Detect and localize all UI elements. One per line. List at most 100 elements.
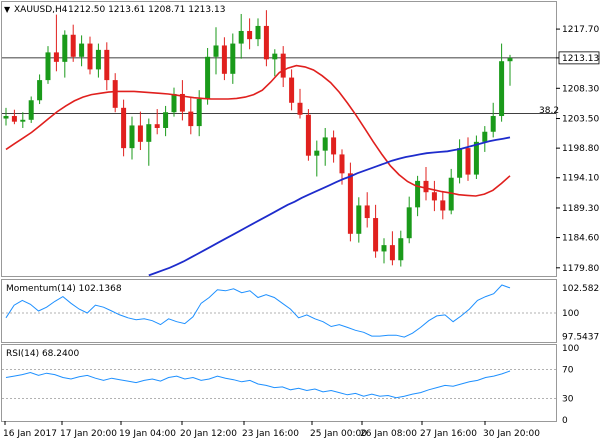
moving-averages-layer bbox=[5, 64, 511, 277]
price-tick-label: 1189.30 bbox=[562, 204, 599, 214]
candle-body bbox=[465, 148, 471, 175]
candle-body bbox=[389, 245, 395, 261]
candle-body bbox=[448, 177, 454, 211]
symbol-label: XAUUSD,H4 bbox=[14, 5, 68, 15]
axes-layer: 1217.70 1213.13 1208.30 1203.50 1198.80 1194.… bbox=[3, 25, 600, 439]
momentum-tick-label: 102.5828 bbox=[562, 284, 600, 294]
price-tick-label: 1208.30 bbox=[562, 84, 599, 94]
time-tick-label: 20 Jan 12:00 bbox=[180, 429, 237, 439]
candle-body bbox=[104, 49, 110, 81]
sma-fast-line bbox=[5, 64, 511, 197]
candle-body bbox=[45, 52, 51, 81]
price-tick-label: 1217.70 bbox=[562, 25, 599, 35]
candle-body bbox=[53, 52, 59, 62]
candle-body bbox=[457, 148, 463, 178]
momentum-tick-label: 97.5437 bbox=[562, 333, 599, 343]
candle-body bbox=[121, 107, 127, 149]
candle-body bbox=[381, 245, 387, 252]
candle-body bbox=[406, 207, 412, 239]
candle-body bbox=[305, 114, 311, 156]
candle-body bbox=[146, 124, 152, 142]
candle-body bbox=[171, 93, 177, 113]
rsi-line bbox=[5, 370, 511, 399]
candle-body bbox=[230, 43, 236, 74]
candle-body bbox=[499, 61, 505, 117]
candle-body bbox=[415, 180, 421, 208]
candle-body bbox=[205, 56, 211, 100]
chart-arrow-icon: ▼ bbox=[4, 5, 11, 14]
candle-body bbox=[507, 58, 513, 62]
candle-body bbox=[3, 116, 9, 119]
ohlc-values: 1212.50 1213.61 1208.71 1213.13 bbox=[68, 5, 225, 15]
candle-body bbox=[423, 180, 429, 193]
sma-slow-line bbox=[148, 136, 511, 277]
time-tick-label: 27 Jan 16:00 bbox=[420, 429, 477, 439]
time-tick-label: 23 Jan 16:00 bbox=[242, 429, 299, 439]
candle-body bbox=[196, 99, 202, 127]
price-tick-label: 1179.80 bbox=[562, 264, 599, 274]
oscillators-layer bbox=[2, 284, 556, 399]
candle-body bbox=[263, 25, 269, 60]
candle-body bbox=[473, 141, 479, 175]
candle-body bbox=[347, 173, 353, 234]
candle-body bbox=[87, 43, 93, 70]
candle-body bbox=[398, 238, 404, 261]
candle-body bbox=[11, 116, 17, 122]
rsi-tick-label: 0 bbox=[562, 416, 568, 426]
candle-body bbox=[62, 34, 68, 62]
candle-body bbox=[331, 137, 337, 155]
time-tick-label: 17 Jan 20:00 bbox=[60, 429, 117, 439]
price-tick-label: 1198.80 bbox=[562, 144, 599, 154]
momentum-tick-label: 100 bbox=[562, 309, 579, 319]
main-panel bbox=[1, 1, 557, 277]
candle-body bbox=[179, 93, 185, 112]
candle-body bbox=[356, 205, 362, 234]
price-tick-label: 1203.50 bbox=[562, 115, 599, 125]
candle-body bbox=[70, 34, 76, 57]
candle-body bbox=[188, 111, 194, 127]
candle-body bbox=[112, 80, 118, 108]
candle-body bbox=[373, 218, 379, 252]
momentum-line bbox=[5, 284, 511, 338]
candle-body bbox=[247, 30, 253, 40]
rsi-tick-label: 30 bbox=[562, 394, 574, 404]
price-tick-label: 1213.13 bbox=[562, 54, 599, 64]
time-tick-label: 30 Jan 20:00 bbox=[483, 429, 540, 439]
candle-body bbox=[322, 137, 328, 151]
time-tick-label: 25 Jan 00:00 bbox=[310, 429, 367, 439]
rsi-title: RSI(14) 68.2400 bbox=[6, 349, 79, 359]
fib-label: 38.2 bbox=[539, 106, 559, 116]
time-tick-label: 26 Jan 08:00 bbox=[360, 429, 417, 439]
candle-body bbox=[314, 150, 320, 156]
candle-body bbox=[221, 45, 227, 74]
momentum-title: Momentum(14) 102.1368 bbox=[6, 284, 122, 294]
candle-body bbox=[79, 43, 85, 57]
price-tick-label: 1184.60 bbox=[562, 234, 599, 244]
time-tick-label: 16 Jan 2017 bbox=[3, 429, 57, 439]
time-tick-label: 19 Jan 04:00 bbox=[119, 429, 176, 439]
candle-body bbox=[95, 49, 101, 70]
candle-body bbox=[482, 131, 488, 142]
candle-body bbox=[440, 200, 446, 211]
candle-body bbox=[255, 25, 261, 40]
candle-body bbox=[37, 80, 43, 101]
candles-layer bbox=[2, 10, 556, 267]
momentum-panel bbox=[1, 279, 557, 343]
candle-body bbox=[297, 102, 303, 115]
candle-body bbox=[137, 125, 143, 142]
candle-body bbox=[20, 119, 26, 122]
candle-body bbox=[431, 192, 437, 201]
rsi-panel bbox=[1, 344, 557, 422]
candle-body bbox=[154, 124, 160, 128]
price-tick-label: 1194.10 bbox=[562, 174, 599, 184]
candle-body bbox=[364, 205, 370, 219]
candle-body bbox=[213, 45, 219, 57]
candle-body bbox=[129, 125, 135, 149]
candle-body bbox=[280, 53, 286, 78]
candle-body bbox=[490, 116, 496, 132]
candle-body bbox=[289, 77, 295, 103]
candle-body bbox=[272, 53, 278, 60]
candle-body bbox=[238, 30, 244, 44]
candle-body bbox=[28, 100, 34, 120]
